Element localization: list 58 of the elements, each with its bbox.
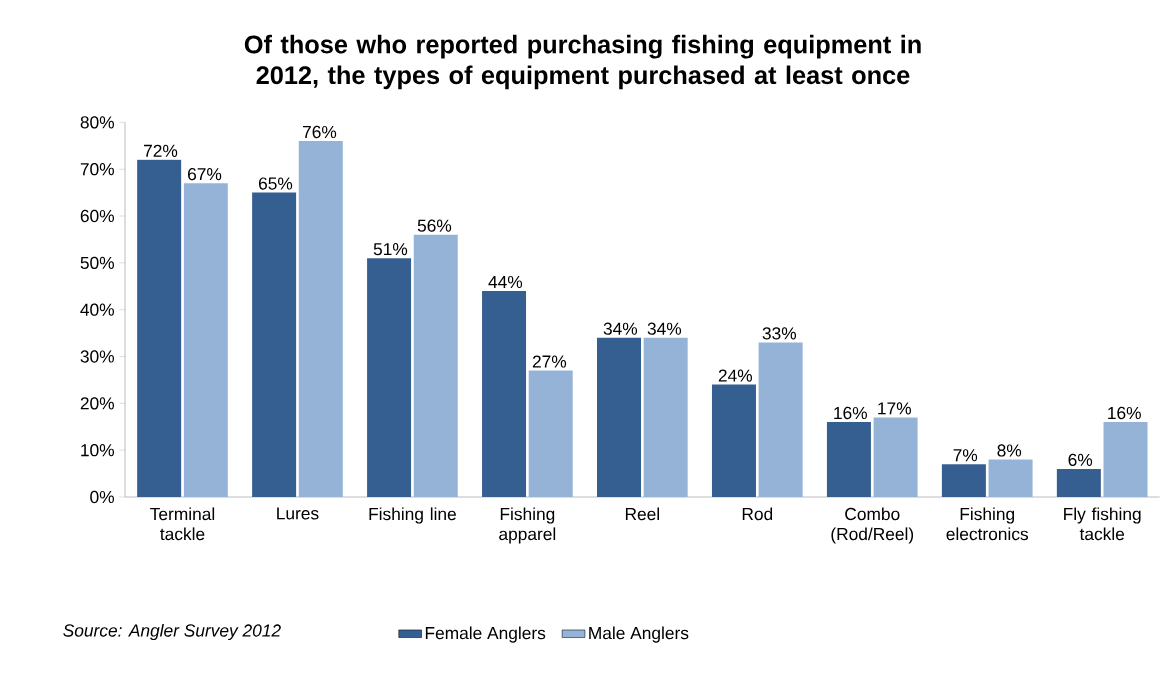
- data-label: 27%: [532, 355, 567, 368]
- y-tick-label: 60%: [80, 209, 114, 223]
- bar: [873, 417, 918, 497]
- y-tick-label: 70%: [80, 163, 114, 176]
- x-tick-label: Fishing electronics: [946, 507, 1029, 541]
- bar: [758, 342, 803, 497]
- y-tick-label: 40%: [80, 303, 114, 316]
- x-tick-label: Fishing line: [369, 507, 456, 524]
- chart-title: Of those who reported purchasing fishing equipment in 2012, the types of equipment purchased at least once: [244, 34, 921, 90]
- data-label: 8%: [997, 444, 1022, 457]
- x-tick-label: Fishing apparel: [499, 507, 556, 544]
- x-tick-label: Fly fishing tackle: [1064, 507, 1141, 541]
- bar: [528, 370, 573, 497]
- data-label: 51%: [373, 243, 408, 256]
- data-label: 6%: [1068, 453, 1093, 466]
- bar: [252, 192, 297, 497]
- legend-label: Male Anglers: [589, 626, 689, 643]
- y-tick-label: 0%: [90, 490, 114, 504]
- x-tick-label: Terminal tackle: [150, 507, 215, 541]
- data-label: 44%: [488, 275, 523, 289]
- data-label: 34%: [603, 322, 638, 335]
- y-tick-label: 50%: [80, 256, 114, 269]
- data-label: 16%: [1108, 406, 1141, 420]
- bar: [1056, 468, 1101, 497]
- bar: [826, 422, 871, 497]
- bar: [643, 337, 688, 497]
- data-label: 16%: [834, 406, 867, 420]
- y-tick-label: 20%: [80, 397, 114, 410]
- bar: [183, 183, 228, 497]
- bar: [941, 464, 986, 497]
- bar: [367, 258, 412, 497]
- bar: [413, 234, 458, 497]
- y-tick-label: 80%: [80, 116, 114, 129]
- bar: [137, 159, 182, 497]
- data-label: 76%: [303, 125, 337, 139]
- text: Source: Angler Survey 2012: [63, 623, 281, 641]
- y-tick-label: 10%: [81, 444, 114, 457]
- bar: [711, 384, 756, 497]
- data-label: 33%: [762, 327, 797, 340]
- x-tick-label: Lures: [277, 507, 319, 520]
- data-label: 67%: [188, 168, 222, 181]
- data-label: 17%: [878, 402, 911, 415]
- data-label: 72%: [144, 144, 178, 157]
- bar: [482, 290, 527, 497]
- x-tick-label: Combo (Rod/Reel): [831, 507, 914, 544]
- bar: [988, 459, 1033, 497]
- data-label: 56%: [417, 219, 452, 232]
- data-label: 7%: [953, 449, 978, 462]
- x-tick-label: Reel: [625, 507, 659, 521]
- bar: [597, 337, 641, 497]
- legend-label: Female Anglers: [425, 626, 546, 643]
- data-label: 65%: [258, 177, 293, 190]
- bar: [298, 141, 343, 497]
- bar: [1103, 422, 1148, 497]
- data-label: 34%: [647, 322, 682, 335]
- y-tick-label: 30%: [80, 350, 114, 363]
- data-label: 24%: [718, 369, 753, 382]
- x-tick-label: Rod: [742, 507, 773, 521]
